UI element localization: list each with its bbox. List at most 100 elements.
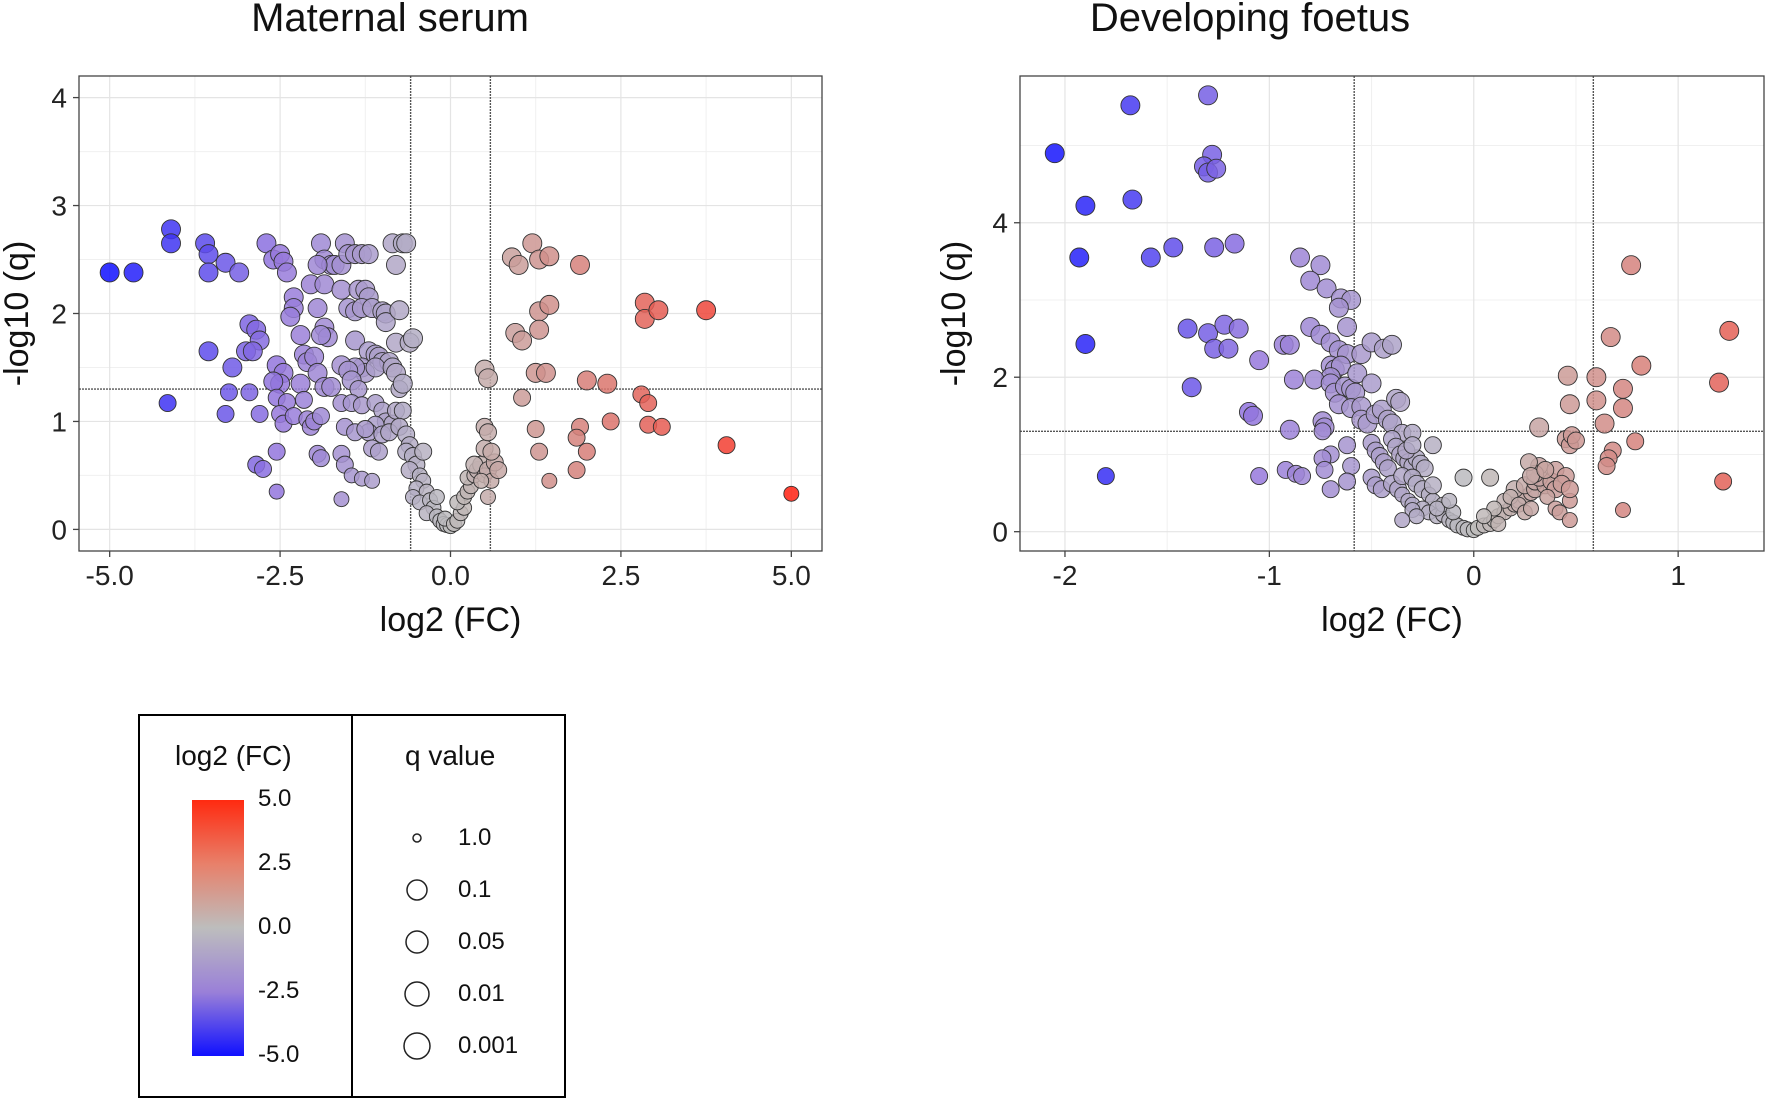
data-point [364, 472, 381, 489]
data-point [161, 233, 181, 254]
data-point [1315, 460, 1334, 479]
data-point [1321, 480, 1340, 499]
chart-title-developing-foetus: Developing foetus [1089, 0, 1411, 40]
data-point [1523, 500, 1539, 517]
data-point [597, 373, 618, 394]
data-point [1069, 247, 1090, 268]
data-point [1490, 516, 1507, 532]
data-point [358, 244, 379, 265]
size-legend-label: 0.001 [458, 1032, 519, 1059]
data-point [396, 233, 417, 254]
data-point [1476, 508, 1492, 525]
color-legend-title: log2 (FC) [175, 740, 292, 771]
data-point [1394, 512, 1411, 529]
data-point [1293, 467, 1312, 486]
data-point [250, 404, 269, 423]
color-tick-label: 0.0 [258, 913, 292, 940]
data-point [220, 383, 238, 402]
data-point [294, 390, 313, 409]
data-point [1122, 189, 1143, 210]
data-point [1536, 460, 1555, 479]
data-point [1481, 468, 1500, 487]
x-tick-label: 5.0 [772, 560, 811, 591]
data-point [333, 491, 350, 508]
data-point [1408, 508, 1425, 525]
data-point [508, 254, 529, 275]
data-point [1249, 350, 1270, 371]
data-point [369, 442, 388, 461]
data-point [567, 461, 586, 479]
data-point [1313, 422, 1332, 441]
data-point [198, 341, 219, 362]
data-point [1218, 338, 1239, 359]
data-point [1342, 457, 1361, 475]
data-point [1567, 431, 1585, 450]
size-legend-label: 0.05 [458, 928, 505, 955]
data-point [1290, 247, 1310, 268]
data-point [601, 412, 620, 431]
data-point [1621, 255, 1642, 276]
data-point [652, 417, 671, 436]
x-axis-label: log2 (FC) [1321, 601, 1463, 639]
data-point [1198, 85, 1218, 106]
data-point [473, 472, 490, 489]
data-point [1206, 158, 1227, 179]
data-point [513, 388, 532, 407]
data-point [229, 262, 250, 283]
plot-frame [1019, 75, 1765, 552]
data-point [1441, 492, 1458, 509]
data-point [1163, 237, 1184, 258]
y-tick-label: 3 [51, 191, 67, 222]
data-point [1597, 457, 1616, 475]
data-point [1539, 488, 1556, 505]
data-point [570, 254, 590, 275]
data-point [386, 254, 406, 275]
data-point [1454, 468, 1473, 487]
data-point [1328, 297, 1349, 318]
data-point [389, 300, 410, 321]
data-point [1283, 369, 1304, 390]
data-point [489, 461, 508, 479]
data-point [1423, 476, 1442, 495]
data-point [307, 298, 328, 319]
data-point [428, 489, 445, 505]
y-tick-label: 0 [51, 514, 67, 545]
data-point [267, 442, 286, 461]
x-tick-label: 0.0 [431, 560, 470, 591]
data-point [304, 346, 325, 367]
y-tick-label: 4 [992, 208, 1008, 239]
data-point [414, 442, 433, 461]
size-legend-label: 1.0 [458, 824, 492, 851]
data-point [312, 407, 330, 426]
data-point [1560, 480, 1579, 499]
y-tick-label: 4 [51, 83, 67, 114]
data-point [648, 300, 669, 321]
data-point [1279, 334, 1300, 355]
data-point [1347, 363, 1368, 384]
data-point [290, 373, 311, 394]
data-point [1719, 320, 1740, 341]
data-point [1600, 327, 1621, 348]
data-point [1382, 334, 1402, 355]
data-point [482, 442, 501, 461]
data-point [403, 328, 423, 349]
data-point [307, 254, 328, 275]
y-tick-label: 1 [51, 406, 67, 437]
data-point [263, 371, 284, 392]
data-point [345, 330, 366, 351]
data-point [242, 341, 263, 362]
data-point [1075, 334, 1096, 354]
color-bar [192, 800, 244, 1056]
x-tick-label: -1 [1257, 560, 1282, 591]
x-tick-label: -5.0 [86, 560, 134, 591]
data-point [1631, 355, 1652, 376]
color-tick-label: -5.0 [258, 1041, 300, 1068]
data-point [696, 300, 717, 321]
chart-title-maternal-serum: Maternal serum [251, 0, 529, 40]
size-legend-title: q value [405, 740, 496, 771]
data-point [529, 319, 550, 340]
data-point [1243, 405, 1263, 426]
data-point [1224, 233, 1245, 254]
data-point [311, 325, 331, 346]
x-tick-label: 0 [1466, 560, 1482, 591]
